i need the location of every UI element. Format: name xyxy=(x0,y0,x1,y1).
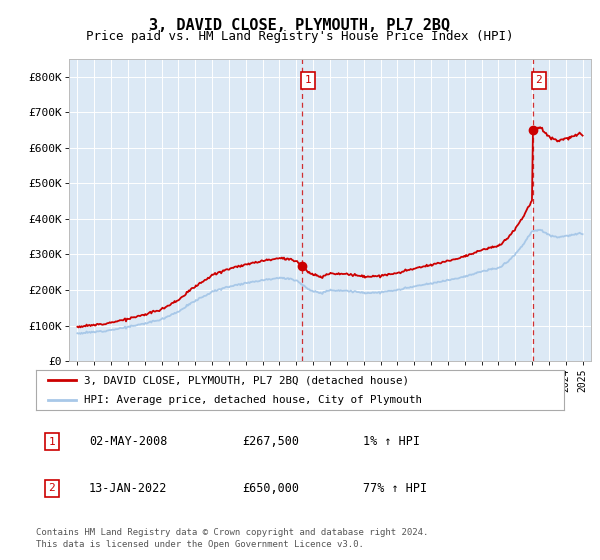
Text: 3, DAVID CLOSE, PLYMOUTH, PL7 2BQ (detached house): 3, DAVID CLOSE, PLYMOUTH, PL7 2BQ (detac… xyxy=(83,376,409,385)
Text: 02-MAY-2008: 02-MAY-2008 xyxy=(89,435,167,448)
Text: £650,000: £650,000 xyxy=(242,482,299,494)
Text: Price paid vs. HM Land Registry's House Price Index (HPI): Price paid vs. HM Land Registry's House … xyxy=(86,30,514,43)
Text: £267,500: £267,500 xyxy=(242,435,299,448)
Text: 2: 2 xyxy=(49,483,55,493)
Text: 1: 1 xyxy=(49,436,55,446)
Text: 1% ↑ HPI: 1% ↑ HPI xyxy=(364,435,421,448)
Text: 1: 1 xyxy=(304,75,311,85)
Text: 13-JAN-2022: 13-JAN-2022 xyxy=(89,482,167,494)
Text: 77% ↑ HPI: 77% ↑ HPI xyxy=(364,482,427,494)
Text: 2: 2 xyxy=(535,75,542,85)
Text: This data is licensed under the Open Government Licence v3.0.: This data is licensed under the Open Gov… xyxy=(36,540,364,549)
Text: Contains HM Land Registry data © Crown copyright and database right 2024.: Contains HM Land Registry data © Crown c… xyxy=(36,528,428,536)
Text: 3, DAVID CLOSE, PLYMOUTH, PL7 2BQ: 3, DAVID CLOSE, PLYMOUTH, PL7 2BQ xyxy=(149,18,451,33)
Text: HPI: Average price, detached house, City of Plymouth: HPI: Average price, detached house, City… xyxy=(83,395,422,405)
